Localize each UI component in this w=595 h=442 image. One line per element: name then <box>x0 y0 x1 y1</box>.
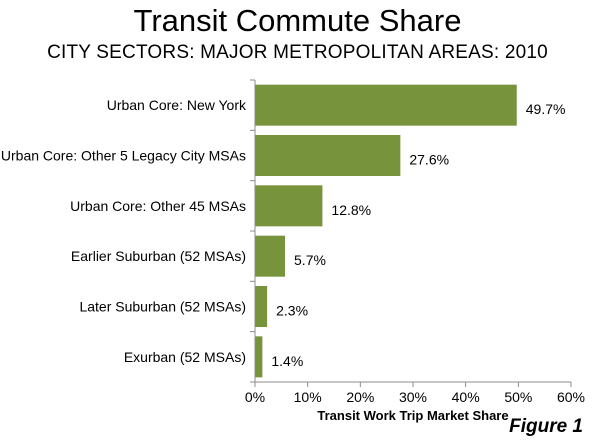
category-label: Later Suburban (52 MSAs) <box>79 299 246 315</box>
x-tick-label: 10% <box>294 389 322 405</box>
bar-2 <box>255 185 323 227</box>
category-label: Urban Core: Other 5 Legacy City MSAs <box>1 148 246 164</box>
x-tick-label: 40% <box>452 389 480 405</box>
data-label: 5.7% <box>294 252 326 268</box>
data-label: 2.3% <box>276 303 308 319</box>
data-label: 49.7% <box>526 101 566 117</box>
labels-layer: Urban Core: New York 49.7% Urban Core: Oth… <box>1 97 585 423</box>
chart-subtitle: CITY SECTORS: MAJOR METROPOLITAN AREAS: … <box>47 42 548 63</box>
axis-layer <box>250 79 572 387</box>
bar-3 <box>255 235 286 277</box>
category-label: Exurban (52 MSAs) <box>124 349 246 365</box>
x-tick-label: 50% <box>504 389 532 405</box>
category-label: Urban Core: New York <box>107 97 247 113</box>
bar-5 <box>255 336 263 378</box>
x-tick-label: 0% <box>245 389 265 405</box>
category-label: Earlier Suburban (52 MSAs) <box>71 248 246 264</box>
category-label: Urban Core: Other 45 MSAs <box>70 198 246 214</box>
bar-0 <box>255 84 517 126</box>
bars-layer <box>255 84 517 378</box>
data-label: 1.4% <box>271 353 303 369</box>
x-tick-label: 60% <box>557 389 585 405</box>
bar-1 <box>255 135 401 176</box>
data-label: 27.6% <box>409 152 449 168</box>
figure-label: Figure 1 <box>509 416 583 437</box>
data-label: 12.8% <box>331 202 371 218</box>
bar-4 <box>255 286 268 327</box>
x-axis-title: Transit Work Trip Market Share <box>317 408 508 423</box>
x-tick-label: 30% <box>399 389 427 405</box>
x-tick-label: 20% <box>346 389 374 405</box>
chart-title: Transit Commute Share <box>133 3 462 38</box>
